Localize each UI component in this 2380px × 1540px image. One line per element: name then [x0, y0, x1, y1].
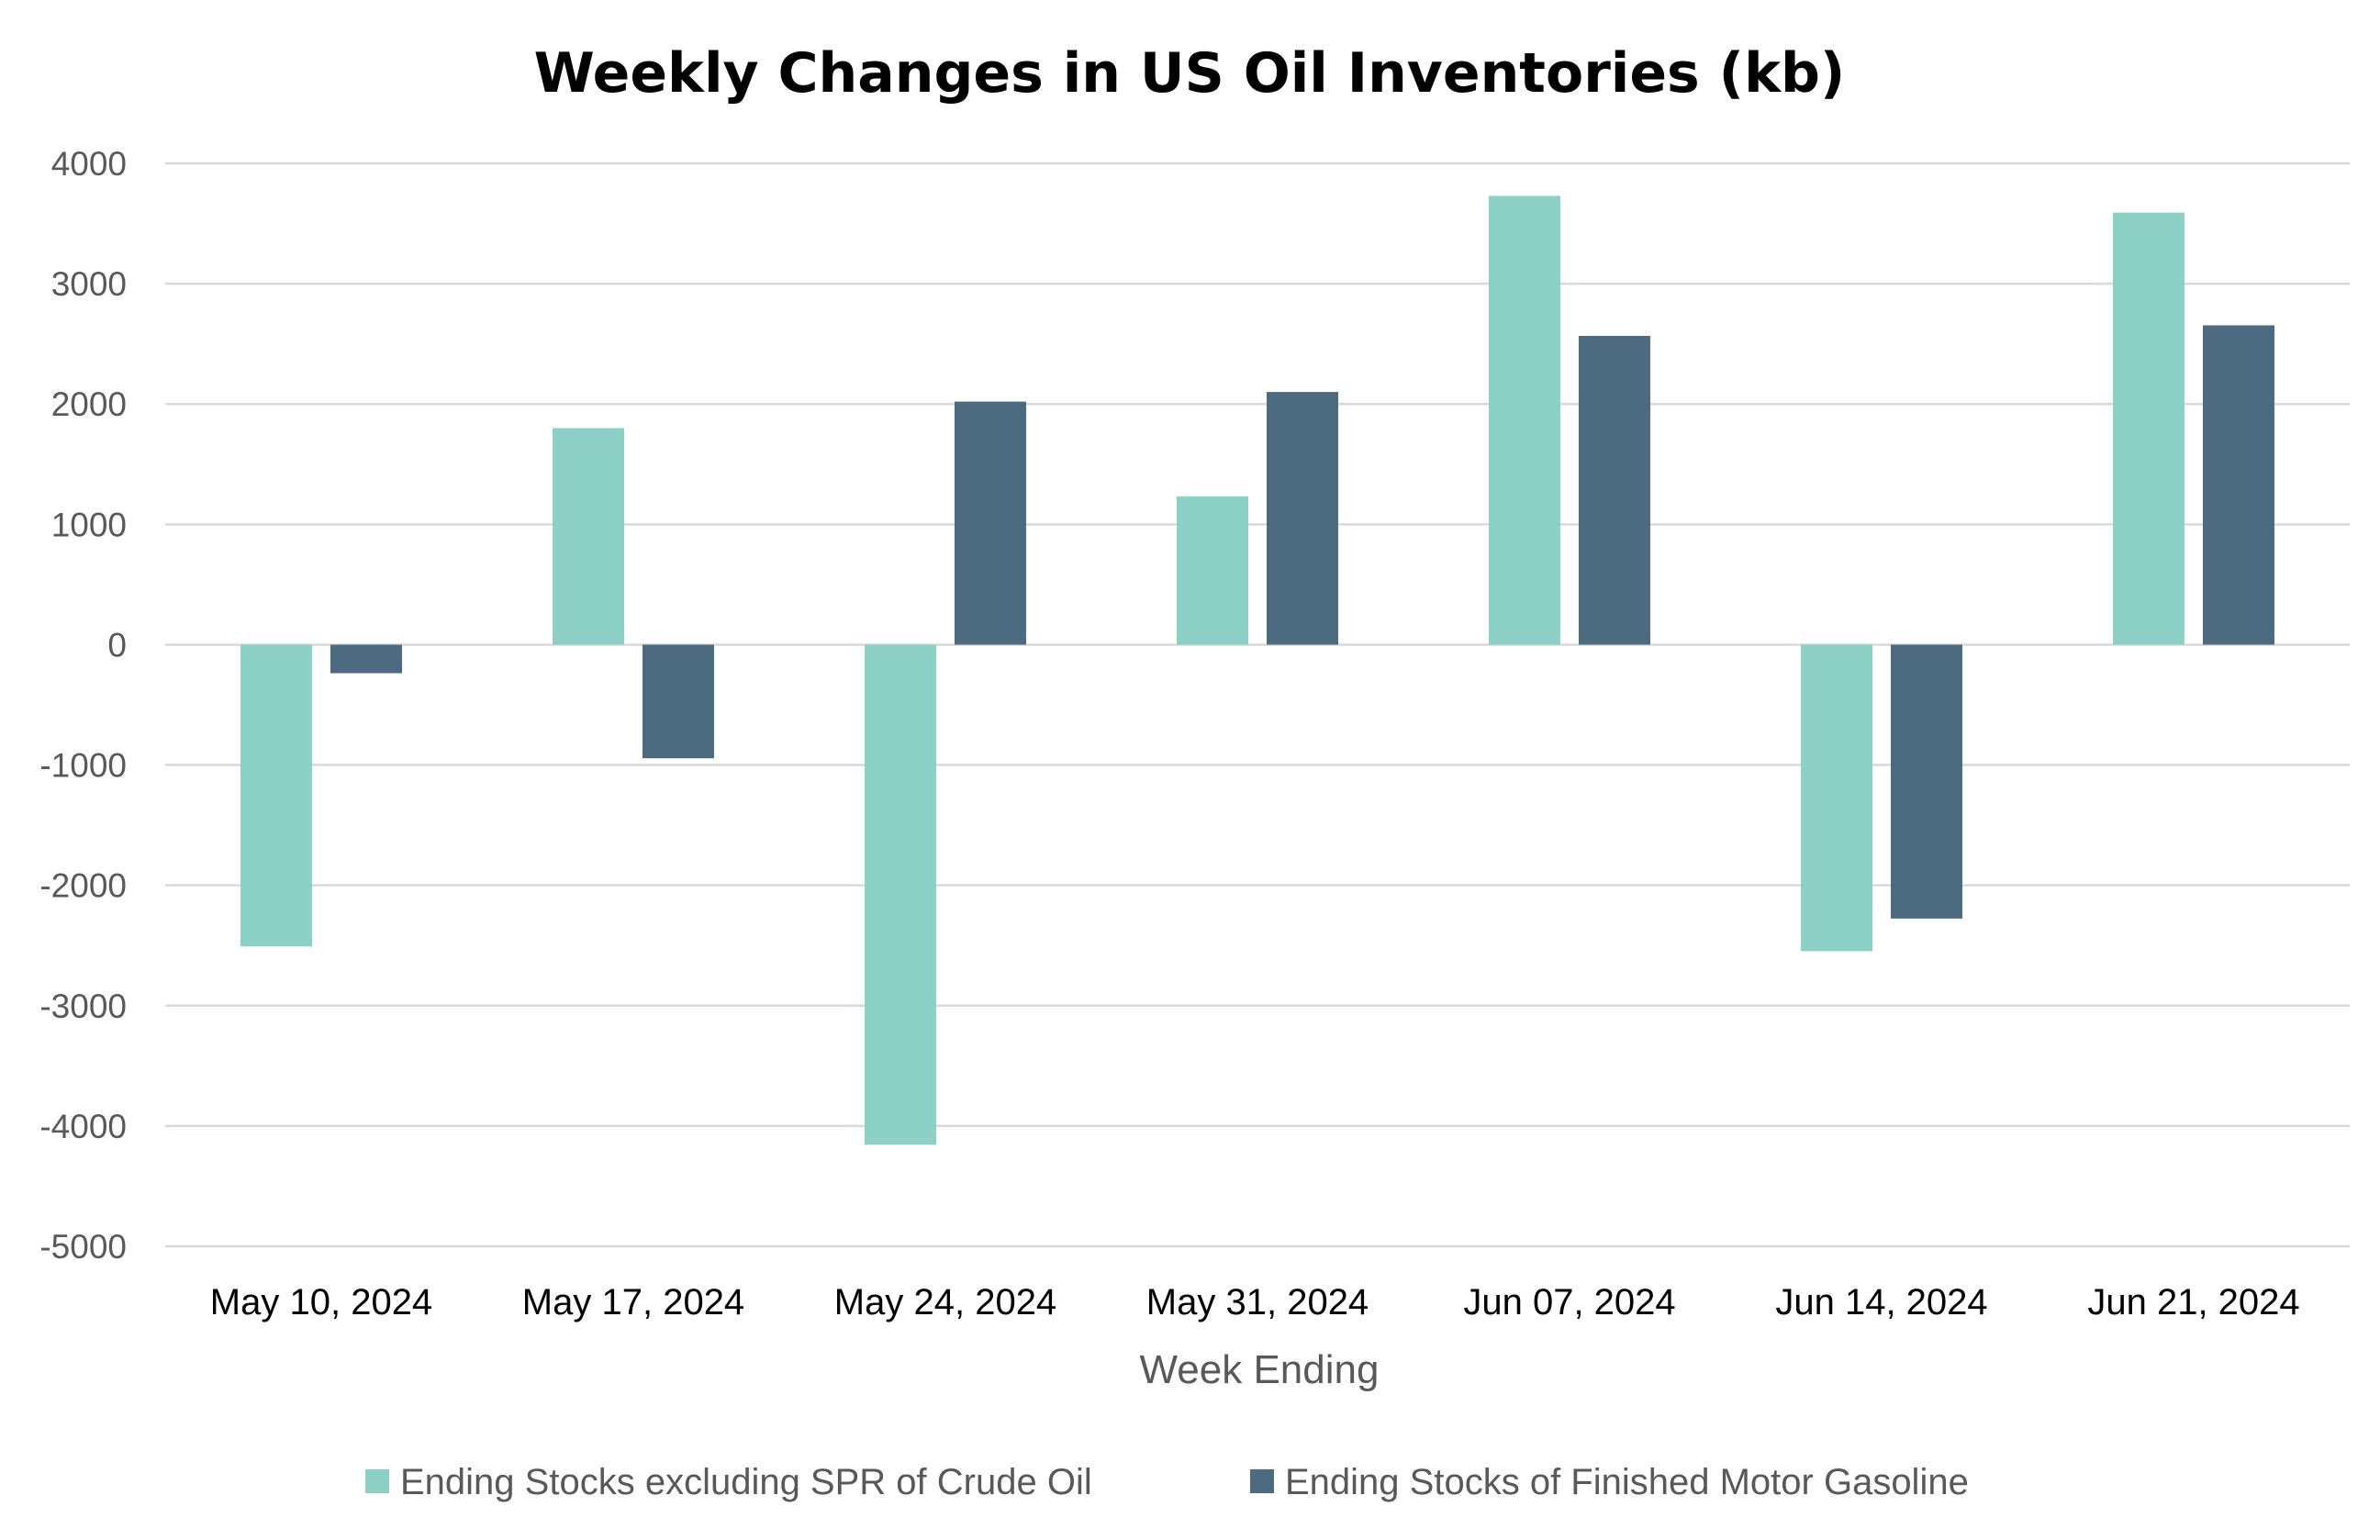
y-axis-tick-labels: 4000 3000 2000 1000 0 -1000 -2000 -3000 -4000 -50…: [39, 145, 127, 1266]
x-tick-label: May 24, 2024: [834, 1282, 1056, 1322]
x-axis-title: Week Ending: [1140, 1347, 1380, 1392]
bar-crude-oil: [240, 644, 312, 947]
y-tick-label: -5000: [39, 1228, 127, 1266]
y-tick-label: -4000: [39, 1108, 127, 1145]
bar-motor-gasoline: [1579, 336, 1650, 645]
x-tick-label: May 17, 2024: [522, 1282, 744, 1322]
legend-label-crude-oil: Ending Stocks excluding SPR of Crude Oil: [400, 1462, 1092, 1502]
bar-motor-gasoline: [1267, 392, 1338, 645]
y-tick-label: 0: [107, 626, 127, 664]
bar-crude-oil: [553, 428, 624, 645]
y-tick-label: 2000: [51, 385, 127, 423]
bars: [240, 195, 2274, 1145]
x-tick-label: May 31, 2024: [1146, 1282, 1369, 1322]
bar-motor-gasoline: [642, 644, 714, 759]
y-tick-label: 1000: [51, 506, 127, 543]
y-tick-label: 4000: [51, 145, 127, 183]
gridlines: [165, 162, 2350, 1248]
y-tick-label: -3000: [39, 988, 127, 1025]
legend: Ending Stocks excluding SPR of Crude Oil…: [365, 1462, 1969, 1502]
legend-swatch-crude-oil: [365, 1469, 389, 1493]
bar-motor-gasoline: [330, 644, 402, 674]
bar-crude-oil: [2113, 212, 2184, 645]
x-tick-label: Jun 21, 2024: [2087, 1282, 2299, 1322]
bar-motor-gasoline: [2203, 325, 2274, 645]
x-axis-tick-labels: May 10, 2024 May 17, 2024 May 24, 2024 May …: [210, 1282, 2300, 1322]
x-tick-label: Jun 14, 2024: [1775, 1282, 1987, 1322]
bar-crude-oil: [1489, 195, 1560, 645]
chart-title: Weekly Changes in US Oil Inventories (kb…: [534, 41, 1846, 106]
legend-swatch-motor-gasoline: [1250, 1469, 1274, 1493]
x-tick-label: May 10, 2024: [210, 1282, 432, 1322]
bar-crude-oil: [865, 644, 936, 1145]
bar-crude-oil: [1177, 496, 1248, 645]
x-tick-label: Jun 07, 2024: [1463, 1282, 1675, 1322]
legend-label-motor-gasoline: Ending Stocks of Finished Motor Gasoline: [1285, 1462, 1969, 1502]
bar-crude-oil: [1801, 644, 1872, 952]
y-tick-label: -2000: [39, 867, 127, 905]
y-tick-label: -1000: [39, 747, 127, 785]
bar-motor-gasoline: [955, 401, 1026, 645]
bar-motor-gasoline: [1891, 644, 1962, 919]
y-tick-label: 3000: [51, 265, 127, 303]
